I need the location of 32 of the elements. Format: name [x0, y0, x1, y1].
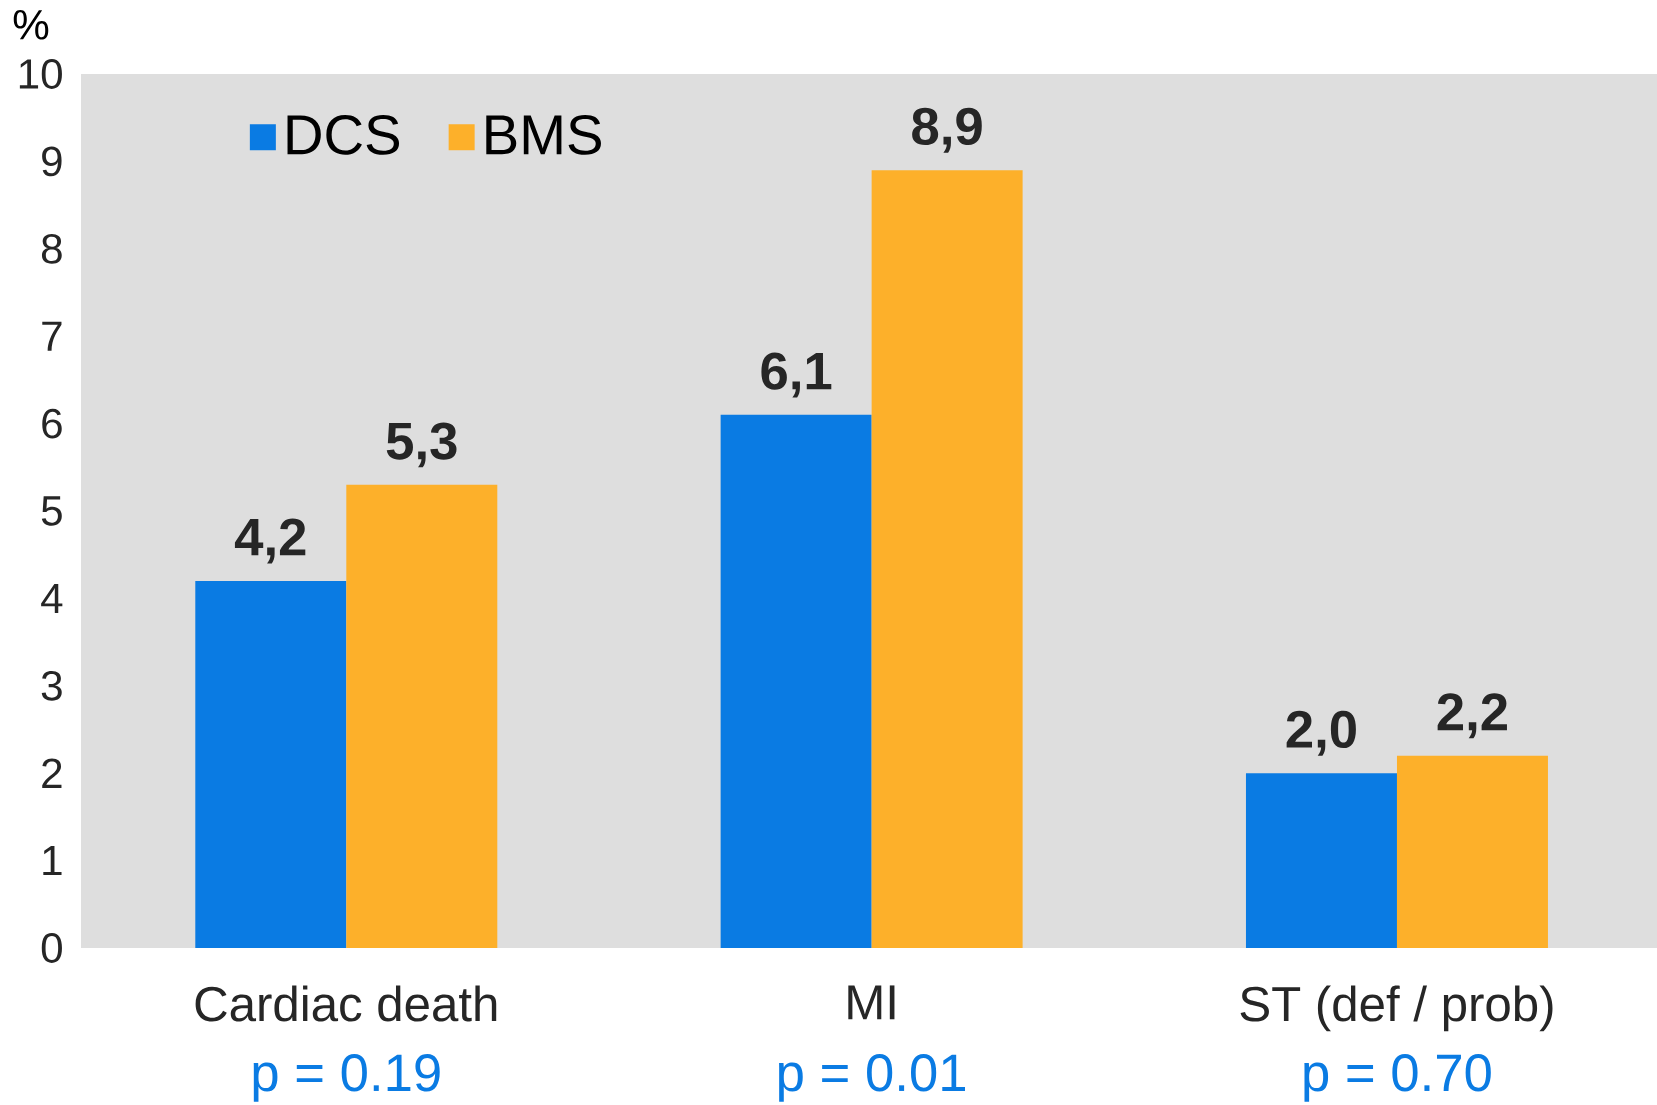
bar [1245, 773, 1397, 948]
text: p = 0.19 [253, 1054, 440, 1102]
x-tick-label: ST (def / prob) [1240, 985, 1553, 1032]
bar [1396, 755, 1548, 948]
x-tick-label: Cardiac death [195, 985, 497, 1022]
legend-label: DCS [287, 115, 400, 155]
bar [195, 580, 347, 948]
y-tick-label: 3 [41, 670, 62, 701]
bar [720, 414, 872, 948]
y-tick-label: 2 [42, 758, 62, 788]
legend-label: BMS [486, 115, 601, 155]
y-axis-title: % [13, 10, 49, 40]
bar [346, 484, 498, 948]
data-label: 8,9 [912, 107, 982, 153]
data-label: 5,3 [386, 422, 457, 468]
text: p = 0.01 [779, 1054, 965, 1102]
y-tick-label: 7 [42, 321, 62, 351]
data-label: 2,0 [1286, 710, 1356, 756]
y-tick-label: 5 [41, 496, 62, 526]
y-tick-label: 4 [41, 583, 63, 613]
y-tick-label: 6 [42, 408, 62, 439]
text: p = 0.70 [1304, 1054, 1491, 1102]
y-tick-label: 0 [41, 933, 62, 963]
data-label: 4,2 [234, 518, 306, 564]
data-label: 6,1 [761, 352, 832, 398]
data-label: 2,2 [1437, 693, 1507, 739]
y-tick-label: 8 [41, 233, 62, 264]
x-tick-label: MI [848, 985, 895, 1020]
y-tick-label: 10 [19, 59, 62, 89]
bar [871, 170, 1023, 948]
y-tick-label: 9 [42, 146, 62, 177]
y-tick-label: 1 [43, 846, 62, 876]
